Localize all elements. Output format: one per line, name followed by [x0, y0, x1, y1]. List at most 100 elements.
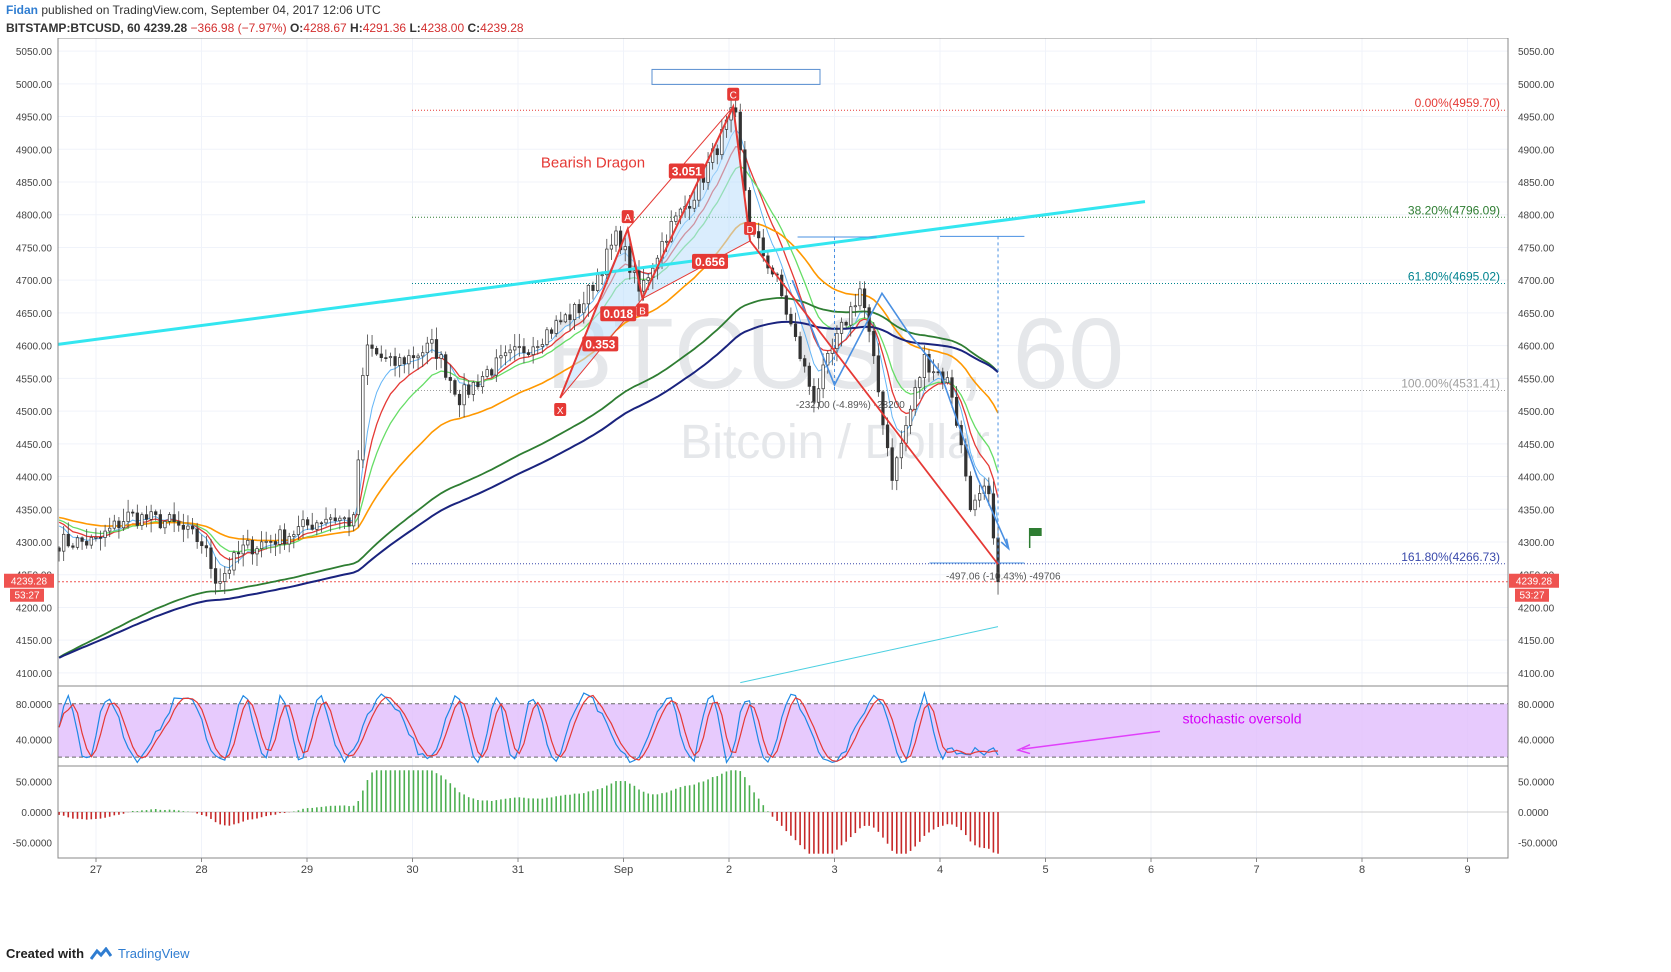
candle-up [706, 161, 710, 183]
candle-up [826, 353, 830, 366]
candle-up [361, 375, 365, 461]
price-tick-left: 4650.00 [16, 309, 53, 320]
tradingview-link[interactable]: TradingView [118, 946, 190, 961]
candle-down [375, 348, 379, 355]
candle-up [595, 274, 600, 291]
candle-down [200, 541, 204, 547]
pattern-title: Bearish Dragon [541, 155, 645, 172]
candle-up [398, 357, 402, 366]
candle-up [218, 581, 222, 584]
footer: Created with TradingView [6, 946, 190, 961]
candle-down [890, 447, 894, 481]
price-tick-left: 4700.00 [16, 276, 53, 287]
candle-down [950, 377, 954, 398]
price-chart[interactable]: BTCUSD, 60 Bitcoin / Dollar 0.00%(4959.7… [0, 38, 1671, 938]
time-label: 28 [195, 864, 207, 876]
candle-up [609, 244, 614, 250]
drop-line [749, 240, 999, 565]
candle-up [338, 517, 342, 522]
last-price-badge [1509, 573, 1559, 588]
pattern-point-badge [636, 303, 649, 317]
ratio-label: 0.353 [585, 337, 615, 351]
created-with-label: Created with [6, 946, 85, 961]
candle-down [457, 393, 462, 406]
flag-icon [1029, 528, 1042, 536]
candle-up [241, 544, 245, 555]
candle-up [62, 533, 66, 552]
candle-up [292, 534, 296, 537]
candle-down [885, 424, 890, 449]
osc-tick-left: -50.0000 [13, 839, 53, 850]
candle-down [393, 356, 397, 366]
harmonic-pattern: X A B C D 0.353 0.018 3.051 0.656 Bearish Dragon [541, 87, 999, 565]
stochastic-pane: stochastic oversold [58, 690, 1508, 765]
author-link[interactable]: Fidan [6, 3, 38, 17]
high-label: H: [350, 21, 363, 35]
candle-down [66, 533, 70, 547]
price-tick-right: 5000.00 [1518, 80, 1555, 91]
candle-up [163, 521, 167, 529]
candle-down [789, 313, 793, 325]
candle-up [255, 548, 259, 555]
candle-up [471, 381, 475, 395]
candle-down [85, 541, 89, 546]
candle-up [315, 522, 319, 530]
candle-up [503, 352, 508, 357]
time-label: 30 [406, 864, 418, 876]
candle-up [287, 536, 291, 545]
ema-long-cyan [740, 626, 999, 684]
candle-down [172, 514, 176, 522]
countdown-label: 53:27 [1519, 591, 1544, 602]
price-tick-right: 5050.00 [1518, 47, 1555, 58]
candle-down [761, 237, 765, 257]
candle-up [895, 457, 899, 481]
candle-up [674, 215, 678, 222]
price-tick-right: 4550.00 [1518, 374, 1555, 385]
candle-down [333, 517, 337, 522]
osc-tick-right: -50.0000 [1518, 839, 1558, 850]
target-box [651, 68, 821, 85]
candle-down [968, 475, 973, 511]
symbol-label: BITSTAMP:BTCUSD, 60 [6, 21, 141, 35]
price-tick-right: 4600.00 [1518, 342, 1555, 353]
candle-up [922, 353, 926, 378]
price-tick-right: 4400.00 [1518, 473, 1555, 484]
candle-down [319, 522, 324, 525]
low-label: L: [409, 21, 421, 35]
candle-down [448, 377, 452, 381]
fib-label: 61.80%(4695.02) [1408, 269, 1500, 283]
candle-up [89, 537, 93, 546]
candle-up [223, 572, 227, 582]
candle-up [978, 493, 982, 501]
candle-down [71, 545, 75, 548]
candle-up [329, 517, 333, 520]
ratio-label: 3.051 [672, 165, 702, 179]
pattern-point-badge [554, 403, 567, 416]
candle-down [190, 525, 195, 530]
candle-up [554, 320, 558, 334]
candle-down [881, 391, 885, 426]
candle-down [250, 540, 254, 555]
candle-down [688, 206, 692, 209]
candle-up [899, 442, 903, 459]
candle-up [342, 517, 347, 520]
chart-header: Fidan published on TradingView.com, Sept… [0, 0, 1671, 40]
price-tick-right: 4450.00 [1518, 440, 1555, 451]
price-tick-right: 4500.00 [1518, 407, 1555, 418]
stoch-tick-left: 40.0000 [16, 735, 53, 746]
tradingview-logo-icon [90, 946, 113, 960]
ratio-label: 0.018 [603, 307, 633, 321]
candle-down [872, 331, 876, 357]
fib-label: 100.00%(4531.41) [1401, 377, 1500, 391]
candle-up [430, 339, 434, 344]
candle-up [816, 388, 821, 403]
ratio-badge [668, 163, 705, 179]
candle-down [402, 357, 406, 365]
candle-up [931, 371, 936, 374]
candle-down [282, 529, 287, 545]
pattern-point-label: D [746, 225, 753, 236]
stoch-arrow-head [1015, 743, 1031, 755]
candle-down [269, 541, 273, 543]
candle-up [632, 270, 637, 273]
candle-up [112, 520, 116, 529]
